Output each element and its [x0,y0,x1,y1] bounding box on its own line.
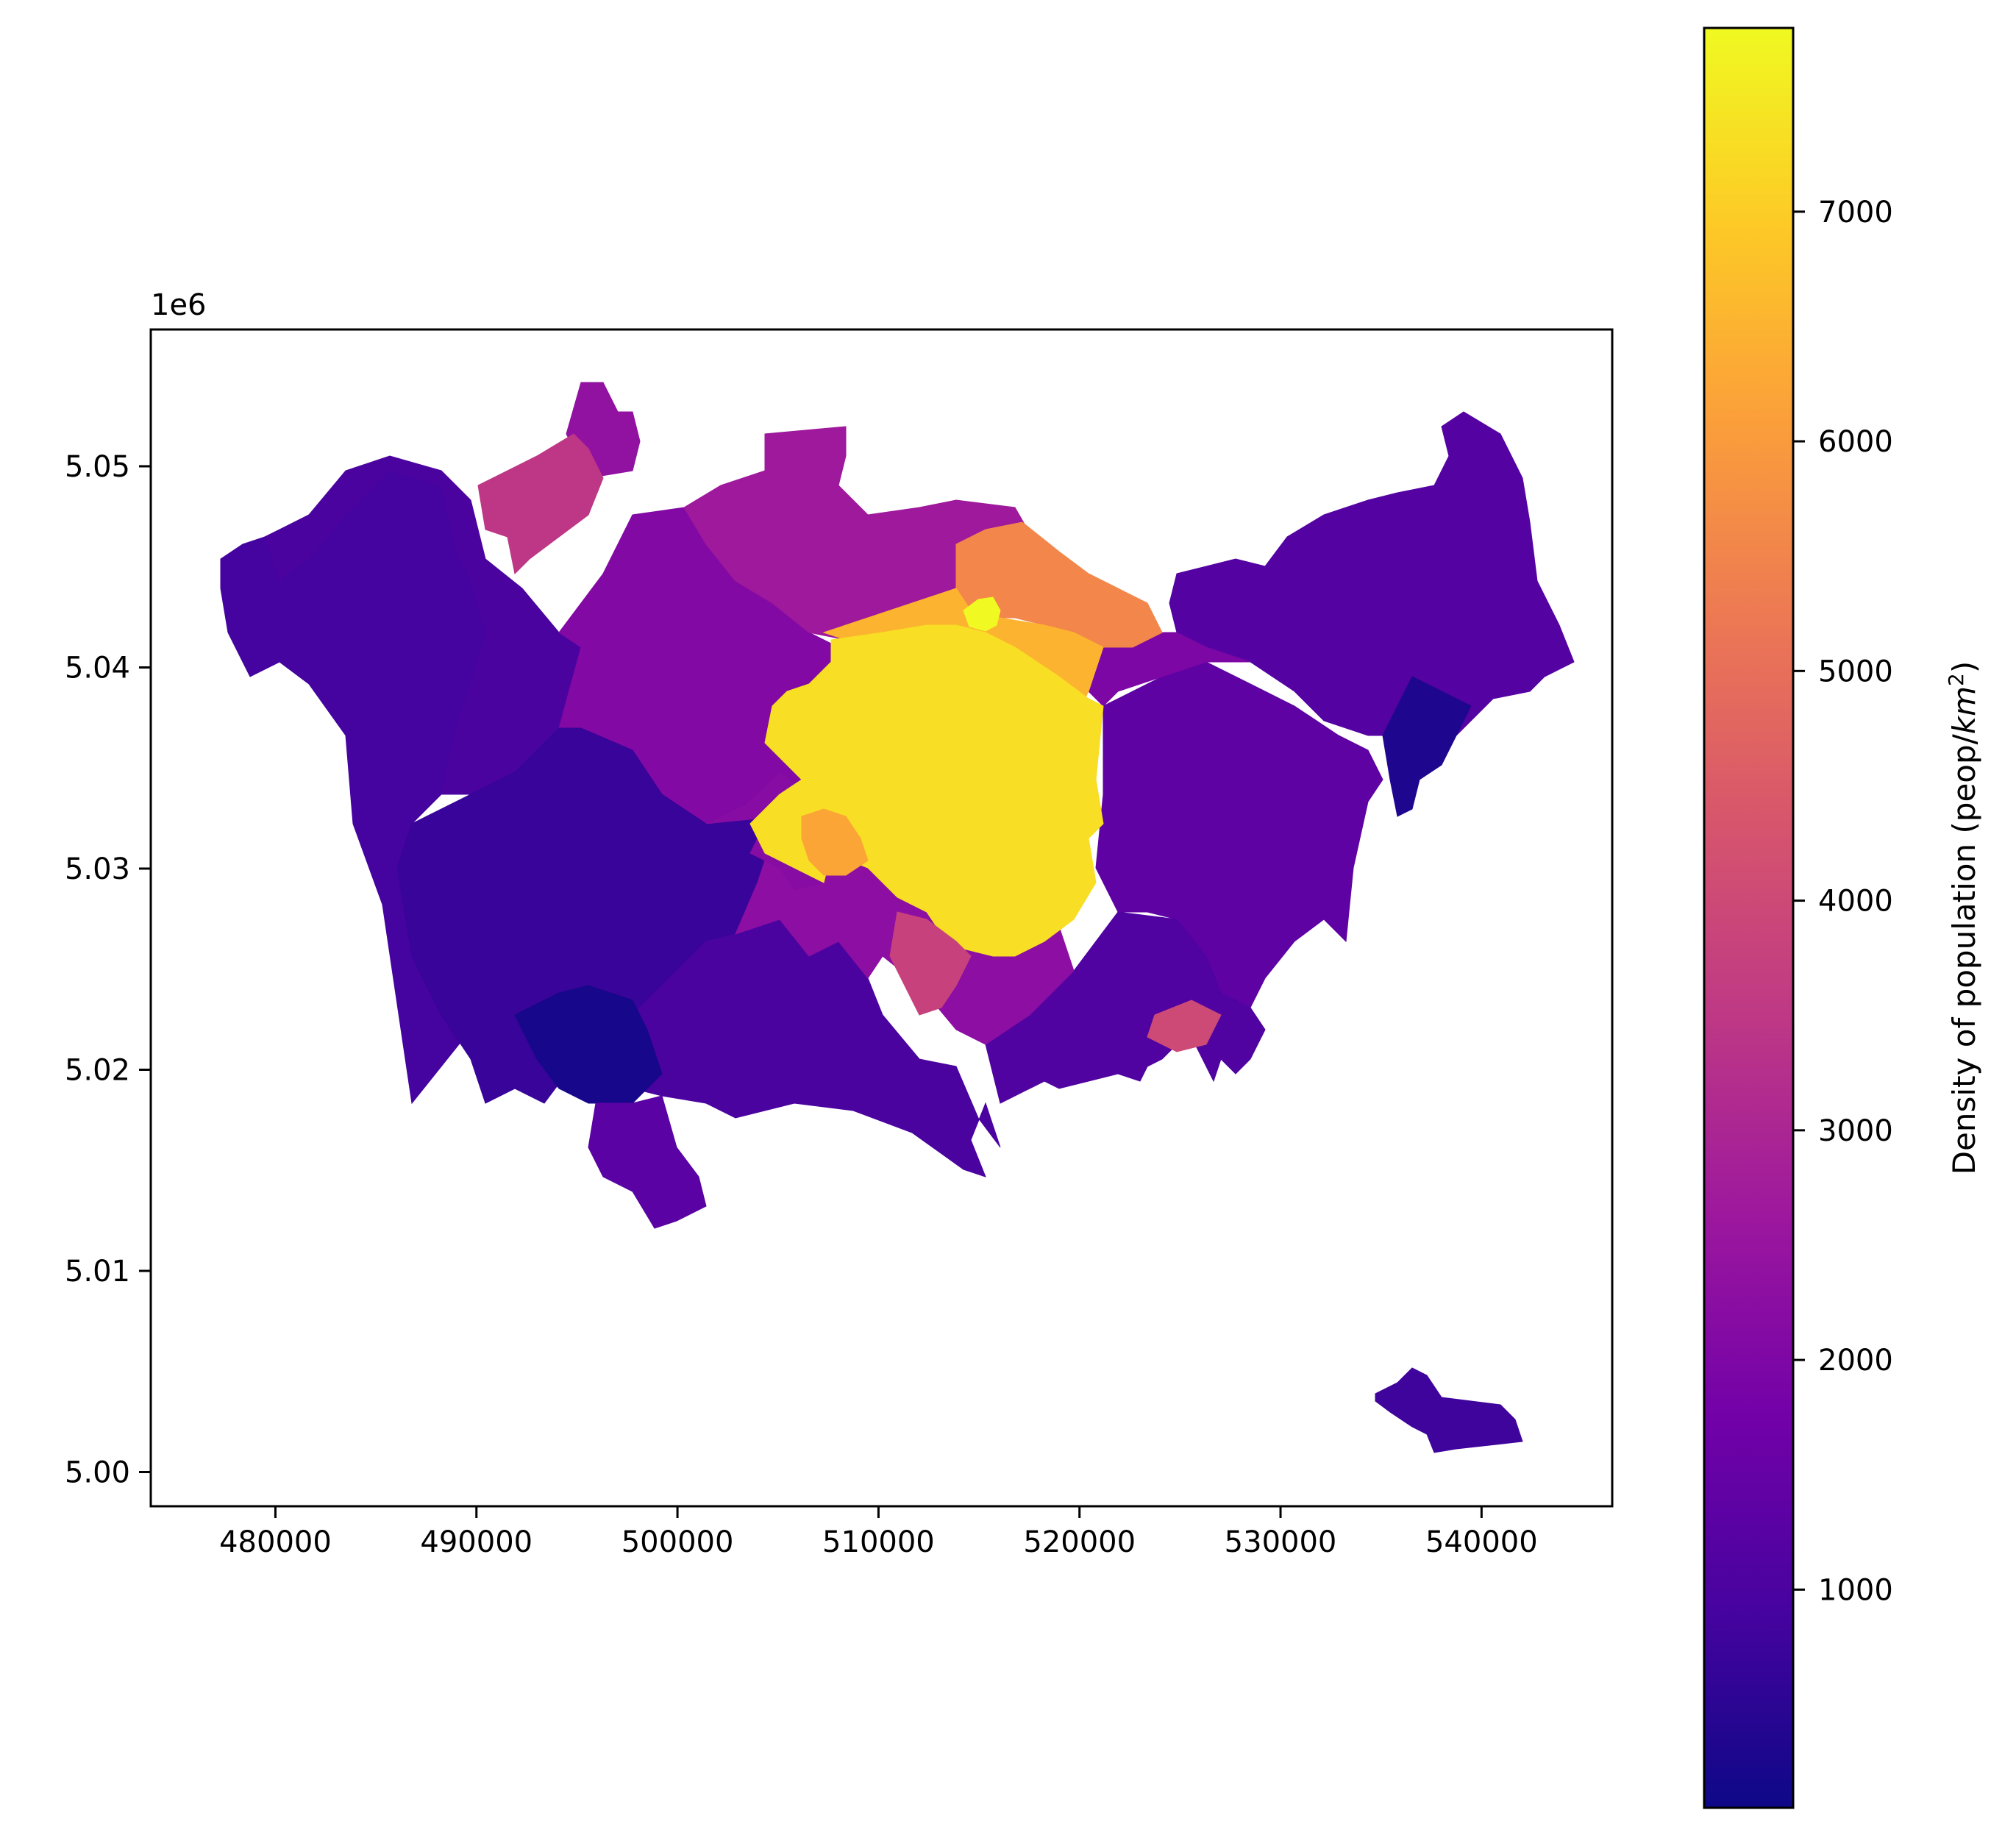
colorbar-label: Density of population (peop/km2) [1944,661,1982,1175]
y-tick-label: 5.01 [65,1255,130,1289]
y-axis: 5.00 5.01 5.02 5.03 5.04 5.05 1e6 [65,288,207,1490]
y-ticks: 5.00 5.01 5.02 5.03 5.04 5.05 [65,450,151,1490]
x-tick-label: 510000 [822,1525,935,1559]
colorbar-label-suffix: ) [1946,661,1982,673]
x-axis: 480000 490000 500000 510000 520000 530000 5400… [219,1506,1538,1559]
colorbar-tick-label: 5000 [1818,655,1893,688]
colorbar-label-unit: km [1946,686,1982,734]
y-tick-label: 5.02 [65,1053,130,1087]
colorbar-tick-label: 4000 [1818,885,1893,919]
x-tick-label: 530000 [1225,1525,1337,1559]
x-ticks: 480000 490000 500000 510000 520000 530000 5400… [219,1506,1538,1559]
y-tick-label: 5.00 [65,1456,130,1490]
x-tick-label: 480000 [219,1525,332,1559]
region-northwest-dense-cluster [478,434,603,574]
region-southeast-exclave [1375,1368,1522,1453]
x-tick-label: 540000 [1425,1525,1538,1559]
colorbar-tick-label: 6000 [1818,425,1893,459]
colorbar: 1000 2000 3000 4000 5000 6000 7000 Density of … [1704,28,1982,1808]
colorbar-tick-label: 2000 [1818,1344,1893,1378]
colorbar-tick-label: 1000 [1818,1573,1893,1607]
x-tick-label: 520000 [1023,1525,1136,1559]
colorbar-label-sup: 2 [1944,673,1968,686]
y-tick-label: 5.04 [65,651,130,685]
colorbar-gradient [1704,28,1793,1808]
colorbar-tick-label: 3000 [1818,1114,1893,1148]
colorbar-label-prefix: Density of population (peop/ [1946,733,1982,1175]
y-tick-label: 5.03 [65,852,130,886]
region-southern-tail [588,1096,706,1228]
x-tick-label: 490000 [420,1525,533,1559]
y-offset-label: 1e6 [151,288,207,322]
map-layer [221,382,1574,1453]
x-tick-label: 500000 [621,1525,734,1559]
colorbar-ticks: 1000 2000 3000 4000 5000 6000 7000 [1793,196,1893,1608]
y-tick-label: 5.05 [65,450,130,484]
colorbar-tick-label: 7000 [1818,196,1893,229]
